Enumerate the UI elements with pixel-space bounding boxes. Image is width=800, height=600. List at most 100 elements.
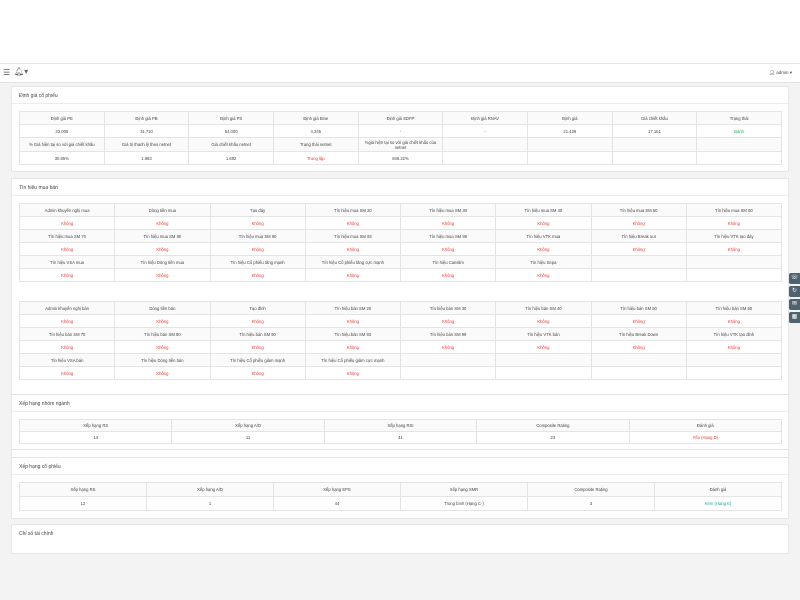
- signal-value: [399, 366, 497, 380]
- signal-value: [685, 366, 783, 380]
- column-header: Định giá RNAV: [442, 111, 528, 125]
- valuation-table: Định giá PE Định giá PB Định giá PS Định gi…: [19, 111, 782, 165]
- column-header: [442, 137, 528, 152]
- signals-section: Tín hiệu mua bán Admin khuyến nghị mua Dò…: [11, 178, 789, 469]
- signal-label: Tạo đỉnh: [209, 301, 306, 315]
- column-header: [696, 137, 782, 152]
- table-cell: [526, 151, 613, 165]
- sell-signals-table: Admin khuyến nghị bán Dòng tiền bán Tạo đỉ…: [18, 301, 783, 380]
- column-header: Trạng thái netnet: [272, 137, 359, 152]
- signal-label: Tín hiệu VTK tạo đỉnh: [685, 327, 783, 341]
- signal-value: Không: [495, 216, 592, 230]
- signal-label: [399, 353, 497, 367]
- buy-signals-table: Admin khuyến nghị mua Dòng tiền mua Tạo đá…: [18, 203, 783, 282]
- column-header: %giá hiện tại so với giá chiết khấu của …: [357, 137, 444, 152]
- signal-label: Tín hiệu mua SM 70: [18, 229, 116, 243]
- signal-label: Dòng tiền mua: [114, 203, 211, 217]
- table-cell: 1: [146, 496, 274, 511]
- signal-value: Không: [209, 268, 306, 282]
- table-cell: Yếu (Hạng D): [628, 431, 783, 444]
- table-cell: Bánh: [696, 124, 782, 138]
- signal-label: Tín hiệu VSA bán: [18, 353, 116, 367]
- signal-label: Tín hiệu VTK tạo đáy: [685, 229, 783, 243]
- signal-label: Tín hiệu Sepa: [495, 255, 592, 269]
- signal-value: Không: [399, 216, 497, 230]
- user-menu[interactable]: 👤︎ admin ▾: [769, 70, 792, 75]
- signal-value: Không: [495, 268, 592, 282]
- signal-value: Không: [114, 314, 211, 328]
- signal-value: Không: [304, 340, 402, 354]
- table-cell: 21.439: [526, 124, 613, 138]
- signal-label: [685, 255, 783, 269]
- signal-value: Không: [114, 268, 211, 282]
- signal-label-row: Admin khuyến nghị mua Dòng tiền mua Tạo đá…: [18, 203, 783, 217]
- signal-value: Không: [590, 314, 687, 328]
- signal-label: Admin khuyến nghị bán: [18, 301, 116, 315]
- table-cell: Kém (Hạng E): [654, 496, 782, 511]
- signal-value: Không: [590, 216, 687, 230]
- stock-rank-section: Xếp hạng cổ phiếu Xếp hạng RS Xếp hạng A/…: [11, 457, 789, 519]
- signal-label: Admin khuyến nghị mua: [18, 203, 116, 217]
- signal-value: Không: [18, 216, 116, 230]
- signal-value: Không: [114, 216, 211, 230]
- table-row: 30.85% 1.983 1.692 Trung lập 849.22%: [19, 151, 782, 165]
- signal-label: Dòng tiền bán: [114, 301, 211, 315]
- signal-value: Không: [495, 340, 592, 354]
- signal-value: Không: [685, 314, 783, 328]
- column-header: Composite Rating: [527, 482, 655, 497]
- signal-value: [685, 268, 783, 282]
- signal-value: Không: [399, 242, 497, 256]
- table-cell: 41: [323, 431, 478, 444]
- signal-label: Tín hiệu Dòng tiền mua: [114, 255, 211, 269]
- signal-label: Tín hiệu bán SM 70: [18, 327, 116, 341]
- signal-label-row: Tín hiệu mua SM 70 Tín hiệu mua SM 80 Tín …: [18, 229, 783, 243]
- signal-label: Tín hiệu bán SM 20: [304, 301, 402, 315]
- table-cell: 31.710: [103, 124, 190, 138]
- menu-icon[interactable]: ☰: [3, 68, 11, 77]
- divider: [12, 103, 788, 104]
- signal-label: Tín hiệu bán SM 40: [495, 301, 592, 315]
- divider: [12, 411, 788, 412]
- column-header: Xếp hạng RS: [18, 419, 173, 432]
- column-header: Định giá: [526, 111, 613, 125]
- user-name: admin: [776, 70, 789, 75]
- signal-label: [590, 353, 687, 367]
- bell-icon[interactable]: 🔔︎▾: [14, 67, 29, 76]
- refresh-icon[interactable]: ↻: [789, 286, 800, 297]
- table-cell: 17.151: [611, 124, 698, 138]
- column-header: Xếp hạng A/D: [171, 419, 325, 432]
- table-cell: 30.85%: [19, 151, 105, 165]
- signal-value: [590, 268, 687, 282]
- column-header: Định giá PB: [103, 111, 190, 125]
- phone-icon[interactable]: ☏: [789, 273, 800, 284]
- signal-value: Không: [495, 314, 592, 328]
- column-header: Xếp hạng SMR: [400, 482, 528, 497]
- signal-label: Tín hiệu Break Down: [590, 327, 687, 341]
- divider: [12, 474, 788, 475]
- signal-label: Tín hiệu mua SM 30: [399, 203, 497, 217]
- signal-value: Không: [114, 366, 211, 380]
- table-cell: -: [357, 124, 444, 138]
- calendar-icon[interactable]: ▦: [789, 312, 800, 323]
- signal-label-row: Tín hiệu VSA bán Tín hiệu Dòng tiền bán Tí…: [18, 353, 783, 367]
- signal-value: [495, 366, 592, 380]
- chat-icon[interactable]: ✉: [789, 299, 800, 310]
- signal-value: Không: [399, 314, 497, 328]
- signal-label: Tín hiệu mua SM 93: [304, 229, 402, 243]
- table-row: Xếp hạng RS Xếp hạng A/D Xếp hạng RSI Compo…: [18, 419, 783, 432]
- signal-label-row: Admin khuyến nghị bán Dòng tiền bán Tạo đỉ…: [18, 301, 783, 315]
- signal-label: Tín hiệu mua SM 50: [590, 203, 687, 217]
- valuation-section: Định giá cổ phiếu Định giá PE Định giá PB…: [11, 86, 789, 172]
- signal-value: Không: [114, 242, 211, 256]
- signal-label: Tín hiệu mua SM 40: [495, 203, 592, 217]
- top-bar: ☰ 🔔︎▾ 👤︎ admin ▾: [0, 63, 800, 83]
- signal-value-row: Không Không Không Không Không Không Không Không: [18, 242, 783, 256]
- signal-value: Không: [304, 268, 402, 282]
- table-cell: Trung bình (Hạng C-): [400, 496, 528, 511]
- main-content: Định giá cổ phiếu Định giá PE Định giá PB…: [0, 83, 800, 600]
- table-cell: 11: [171, 431, 325, 444]
- signal-label: Tạo đáy: [209, 203, 306, 217]
- signal-label: Tín hiệu mua SM 20: [304, 203, 402, 217]
- signal-value: Không: [304, 366, 402, 380]
- column-header: Định giá PE: [19, 111, 105, 125]
